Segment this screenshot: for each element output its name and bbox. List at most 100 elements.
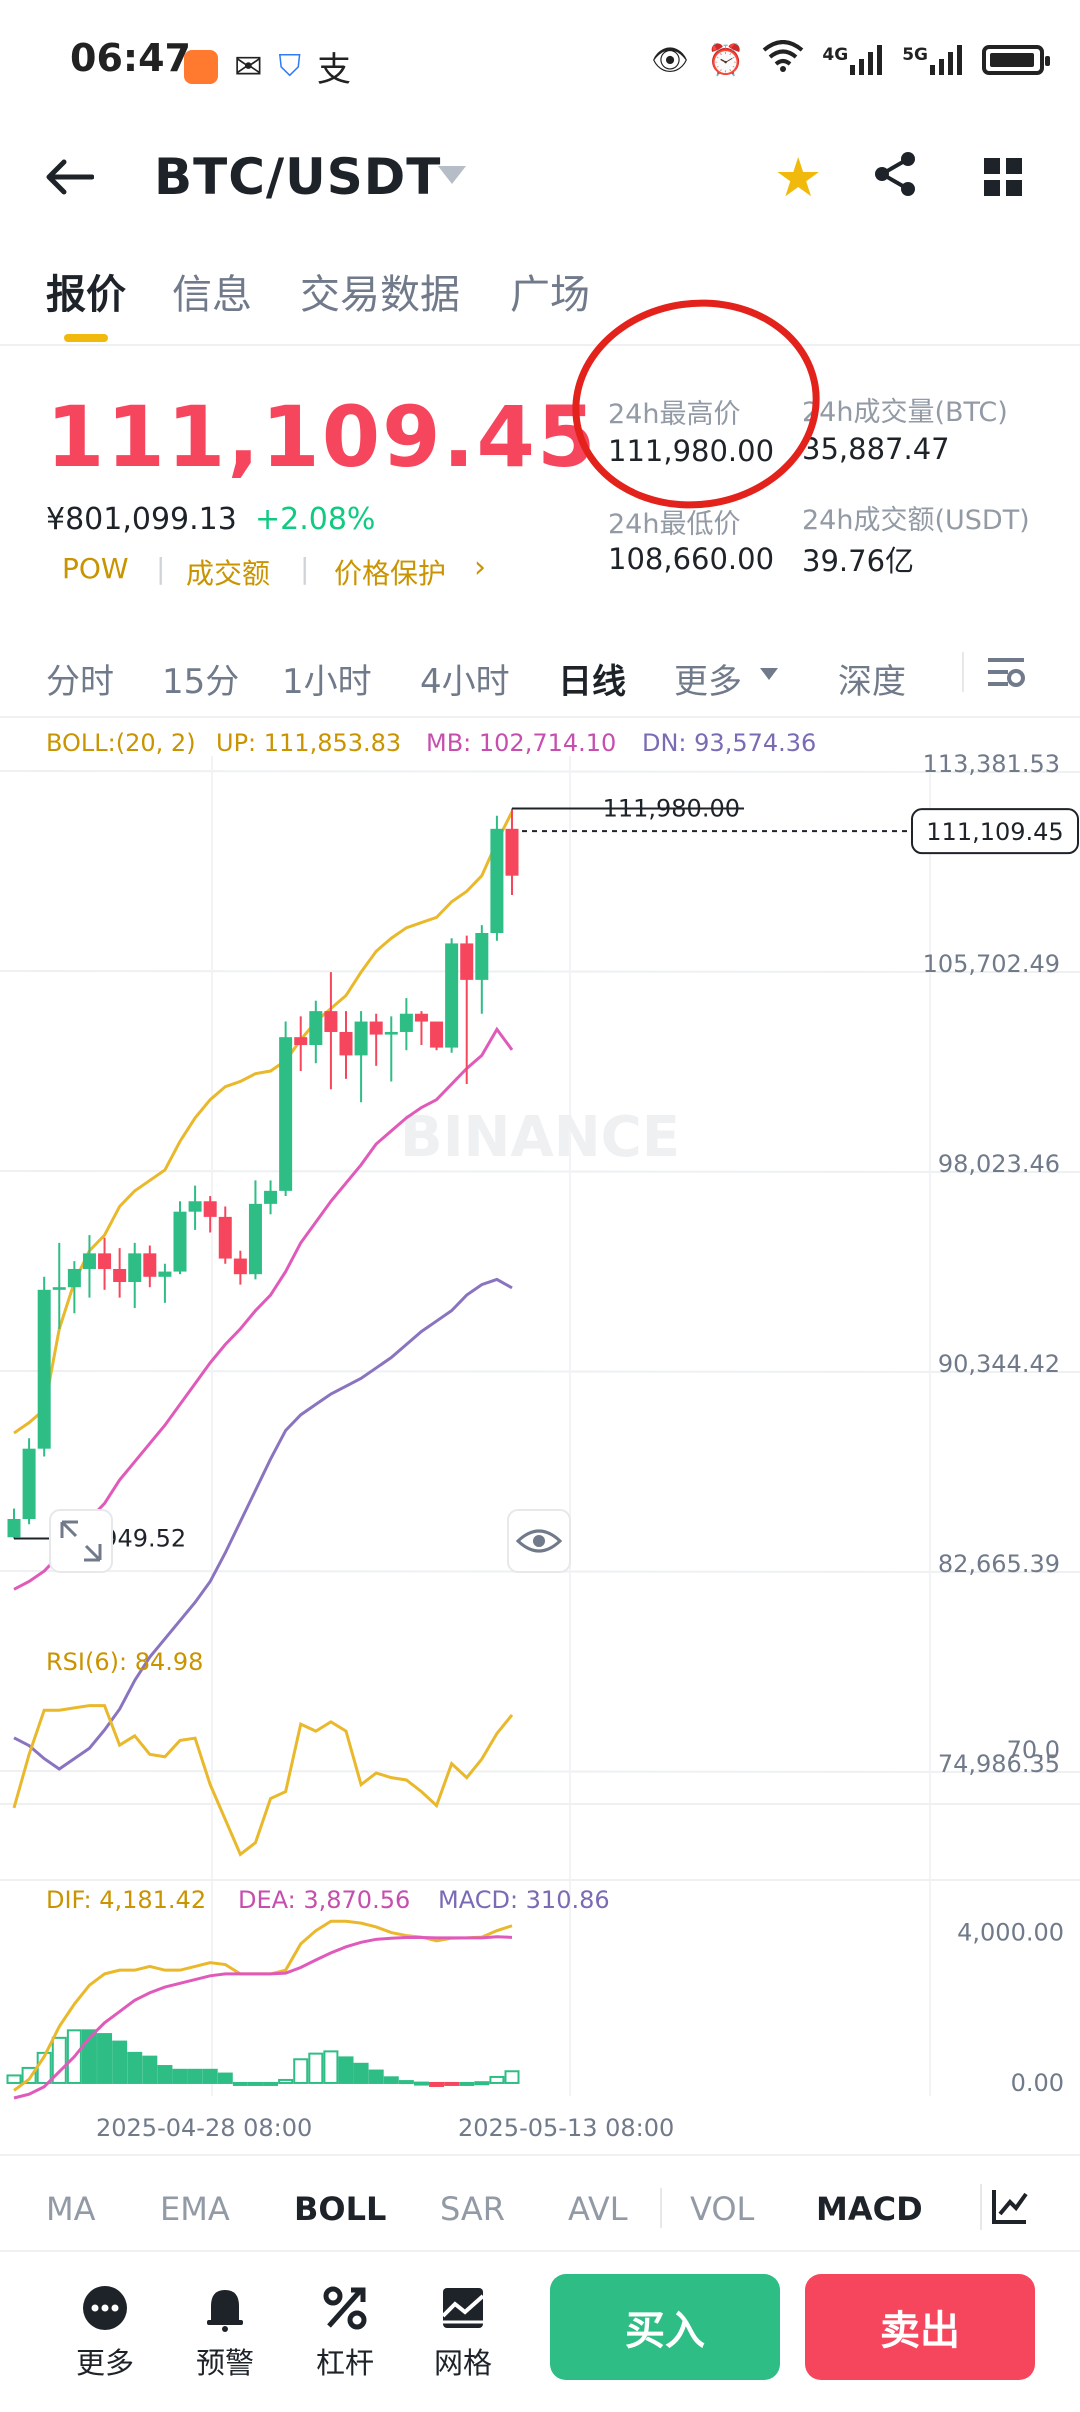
- bottom-grid-trading[interactable]: 网格: [418, 2282, 508, 2382]
- macd-histogram-bar: [278, 2078, 294, 2084]
- macd-histogram-bar: [368, 2069, 384, 2084]
- active-tab-indicator: [64, 334, 108, 342]
- last-price-bubble: [911, 808, 1079, 855]
- tag-separator: |: [300, 552, 310, 585]
- indicator-sar[interactable]: SAR: [440, 2190, 506, 2228]
- bottom-alert[interactable]: 预警: [180, 2282, 270, 2382]
- macd-histogram-bar: [263, 2081, 279, 2086]
- candle: [203, 1201, 217, 1217]
- candle: [279, 1037, 293, 1191]
- dea-legend: DEA: 3,870.56: [238, 1886, 410, 1914]
- gridline: [0, 1170, 1080, 1173]
- chart-top-divider: [0, 716, 1080, 718]
- indicator-boll[interactable]: BOLL: [294, 2190, 387, 2228]
- chart-settings-icon[interactable]: [986, 654, 1026, 694]
- share-icon[interactable]: [872, 150, 920, 202]
- macd-histogram-bar: [112, 2040, 128, 2084]
- macd-histogram-bar: [459, 2081, 475, 2086]
- rsi-legend: RSI(6): 84.98: [46, 1648, 203, 1676]
- tf-more-dropdown-icon[interactable]: [760, 668, 778, 680]
- candle: [399, 1013, 413, 1032]
- boll-mb-legend: MB: 102,714.10: [426, 729, 616, 757]
- 5g-label: 5G: [902, 45, 928, 65]
- bell-icon: [180, 2282, 270, 2334]
- tf-1d[interactable]: 日线: [558, 662, 626, 702]
- tf-15m[interactable]: 15分: [162, 662, 240, 702]
- indicator-vol[interactable]: VOL: [690, 2190, 755, 2228]
- tab-trading-data[interactable]: 交易数据: [300, 272, 460, 318]
- candle: [430, 1021, 444, 1048]
- y-tick-label: 90,344.42: [938, 1350, 1060, 1378]
- notification-icons: ✉ ⛉ 支: [184, 42, 351, 91]
- macd-histogram-bar: [308, 2052, 324, 2084]
- candle: [475, 932, 489, 980]
- candle: [113, 1268, 127, 1282]
- tag-price-protection[interactable]: 价格保护: [334, 557, 447, 590]
- tf-more[interactable]: 更多: [674, 662, 742, 702]
- bottom-more[interactable]: 更多: [60, 2282, 150, 2382]
- tab-quote[interactable]: 报价: [46, 272, 126, 318]
- kline-chart[interactable]: BINANCE 113,381.53 105,702.49 98,023.46 90,…: [0, 716, 1080, 2146]
- tab-info[interactable]: 信息: [172, 272, 252, 318]
- indicator-settings-icon[interactable]: [990, 2186, 1030, 2230]
- candle: [294, 1037, 308, 1045]
- candle: [339, 1031, 353, 1056]
- back-arrow-icon[interactable]: [44, 150, 95, 210]
- candle: [67, 1268, 81, 1288]
- chevron-right-icon[interactable]: ›: [474, 550, 486, 585]
- tf-1h[interactable]: 1小时: [282, 662, 372, 702]
- rsi-tick-label: 70.0: [1007, 1736, 1060, 1764]
- star-icon[interactable]: ★: [774, 146, 823, 209]
- macd-legend: MACD: 310.86: [438, 1886, 610, 1914]
- indicator-ma[interactable]: MA: [46, 2190, 96, 2228]
- tag-volume[interactable]: 成交额: [186, 557, 271, 590]
- leverage-icon: [300, 2282, 390, 2334]
- indicator-macd[interactable]: MACD: [816, 2190, 923, 2228]
- candle: [158, 1271, 172, 1277]
- tab-square[interactable]: 广场: [510, 272, 590, 318]
- tf-4h[interactable]: 4小时: [420, 662, 510, 702]
- max-price-label: 111,980.00: [603, 795, 740, 823]
- battery-icon: [982, 45, 1050, 75]
- macd-histogram-bar: [413, 2081, 429, 2086]
- dea-line: [13, 1935, 513, 2100]
- cny-price: ¥801,099.13: [46, 502, 237, 537]
- volume-usdt-value: 39.76亿: [802, 544, 915, 578]
- macd-histogram-bar: [202, 2068, 218, 2084]
- y-tick-label: 113,381.53: [923, 750, 1060, 778]
- macd-histogram-bar: [338, 2056, 354, 2084]
- candle: [7, 1519, 21, 1538]
- candle: [22, 1448, 36, 1520]
- candle: [354, 1021, 368, 1056]
- boll-up-line: [13, 811, 514, 1435]
- tf-timeshare[interactable]: 分时: [46, 662, 114, 702]
- dif-legend: DIF: 4,181.42: [46, 1886, 206, 1914]
- candle: [248, 1203, 262, 1275]
- macd-histogram-bar: [398, 2080, 414, 2085]
- dropdown-icon[interactable]: [438, 166, 466, 184]
- fullscreen-icon[interactable]: [49, 1509, 113, 1573]
- bottom-leverage[interactable]: 杠杆: [300, 2282, 390, 2382]
- y-tick-label: 98,023.46: [938, 1150, 1060, 1178]
- grid-menu-icon[interactable]: [984, 158, 1022, 196]
- candle: [188, 1201, 202, 1212]
- indicator-ema[interactable]: EMA: [160, 2190, 230, 2228]
- indicator-avl[interactable]: AVL: [568, 2190, 628, 2228]
- volume-btc-label: 24h成交量(BTC): [802, 397, 1008, 428]
- macd-tick-label: 4,000.00: [957, 1919, 1064, 1947]
- alipay-icon: 支: [317, 50, 351, 90]
- candle: [369, 1021, 383, 1035]
- candle: [233, 1258, 247, 1275]
- grid-trading-icon: [418, 2282, 508, 2334]
- sell-button[interactable]: 卖出: [805, 2274, 1035, 2380]
- macd-histogram-bar: [323, 2050, 339, 2084]
- visibility-eye-icon[interactable]: [507, 1509, 571, 1573]
- tf-depth[interactable]: 深度: [838, 662, 906, 702]
- pair-title[interactable]: BTC/USDT: [154, 148, 442, 206]
- macd-histogram-bar: [293, 2058, 309, 2084]
- tag-pow[interactable]: POW: [62, 552, 129, 585]
- buy-button[interactable]: 买入: [550, 2274, 780, 2380]
- 4g-label: 4G: [822, 45, 849, 65]
- indicator-divider: [0, 2154, 1080, 2156]
- price-change-percent: +2.08%: [255, 502, 376, 537]
